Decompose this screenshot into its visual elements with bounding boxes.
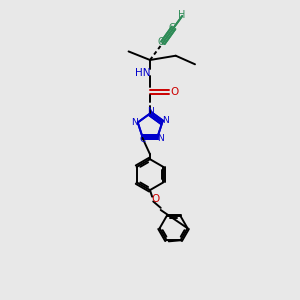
Text: HN: HN: [135, 68, 150, 78]
Text: N: N: [162, 116, 169, 125]
Text: H: H: [178, 10, 186, 20]
Text: N: N: [158, 134, 164, 143]
Text: N: N: [131, 118, 138, 127]
Text: C: C: [139, 135, 146, 144]
Text: N: N: [147, 106, 153, 116]
Text: O: O: [170, 87, 179, 97]
Text: C: C: [158, 37, 164, 47]
Text: C: C: [168, 23, 175, 33]
Text: O: O: [152, 194, 160, 204]
